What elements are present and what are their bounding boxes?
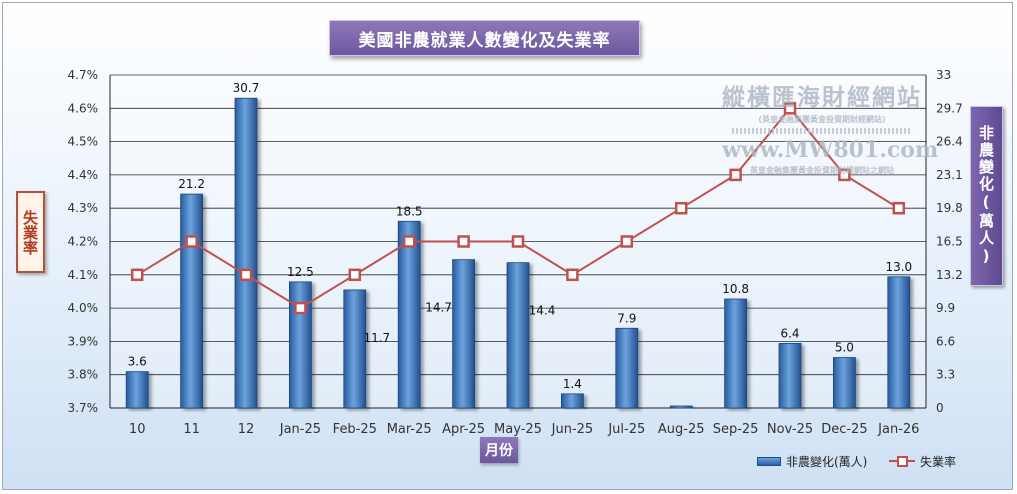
left-tick-label: 4.3% — [68, 201, 99, 215]
bar — [125, 371, 149, 409]
legend-item-bars: 非農變化(萬人) — [757, 453, 867, 469]
watermark-tagline-2: 英皇金融集團黃金投資期財經網站之網站 — [750, 166, 894, 175]
watermark-tagline-1: (英皇金融集團黃金投資期財經網站) — [758, 115, 886, 124]
x-tick-label: Feb-25 — [333, 422, 377, 437]
line-point — [294, 301, 307, 315]
watermark-url: www.MW801.com — [722, 137, 939, 163]
left-tick-label: 4.1% — [68, 268, 99, 282]
watermark-name: 縱橫匯海財經網站 — [722, 85, 922, 111]
bar-value-label: 14.4 — [529, 304, 556, 318]
left-tick-label: 3.7% — [68, 401, 99, 415]
right-tick-label: 16.5 — [936, 235, 963, 249]
left-axis-title: 失業率 — [16, 191, 45, 273]
x-tick-label: Nov-25 — [767, 422, 813, 437]
bar-value-label: 14.7 — [425, 301, 452, 315]
bar-value-label: 30.7 — [233, 81, 260, 95]
right-tick-label: 19.8 — [936, 201, 963, 215]
x-tick-label: 12 — [238, 422, 255, 437]
line-point — [838, 168, 851, 182]
line-point — [457, 235, 470, 248]
right-tick-label: 13.2 — [936, 268, 963, 282]
line-point — [674, 201, 688, 215]
watermark: 縱橫匯海財經網站 (英皇金融集團黃金投資期財經網站) www.MW801.com… — [722, 78, 939, 178]
bar-value-label: 10.8 — [722, 282, 749, 296]
line-point — [511, 235, 525, 248]
legend-line-swatch — [889, 455, 915, 467]
bar — [343, 289, 367, 409]
x-tick-label: Dec-25 — [821, 422, 867, 437]
line-point — [729, 168, 742, 182]
x-tick-label: Jun-25 — [551, 422, 594, 437]
left-tick-label: 4.4% — [68, 168, 99, 182]
x-tick-label: Mar-25 — [387, 422, 432, 437]
bar — [615, 327, 639, 409]
right-tick-label: 9.9 — [936, 301, 955, 315]
bar — [180, 193, 204, 409]
bar-value-label: 5.0 — [835, 341, 854, 355]
line-point — [566, 268, 579, 282]
bar — [234, 97, 258, 409]
bar — [506, 262, 530, 409]
x-tick-label: Apr-25 — [442, 422, 485, 437]
bar — [397, 220, 421, 409]
bar-value-label: 11.7 — [363, 331, 390, 345]
bar — [724, 298, 747, 409]
legend-bar-swatch — [757, 456, 781, 466]
left-tick-label: 4.6% — [68, 101, 99, 115]
line-point — [348, 268, 362, 282]
line-point — [239, 268, 253, 282]
bar — [778, 343, 802, 409]
bar — [833, 357, 856, 409]
x-tick-label: Jul-25 — [607, 422, 645, 437]
bar-value-label: 18.5 — [396, 204, 423, 218]
x-tick-label: Aug-25 — [658, 422, 705, 437]
bar-value-label: 21.2 — [178, 177, 205, 191]
bar-value-label: 13.0 — [885, 260, 912, 274]
line-point — [783, 102, 797, 115]
x-tick-label: 10 — [129, 422, 146, 437]
bar-value-label: 1.4 — [563, 377, 582, 391]
line-point — [402, 235, 416, 248]
bar-value-label: 12.5 — [287, 265, 314, 279]
chart-title: 美國非農就業人數變化及失業率 — [329, 20, 640, 56]
bar-value-label: 6.4 — [780, 326, 799, 340]
left-tick-label: 4.7% — [68, 68, 99, 82]
line-point — [185, 235, 198, 248]
legend-bar-label: 非農變化(萬人) — [786, 454, 868, 469]
x-axis-title: 月份 — [480, 437, 518, 463]
bar — [561, 393, 584, 409]
bar — [887, 276, 911, 409]
left-tick-label: 4.5% — [68, 135, 99, 149]
right-tick-label: 33 — [936, 68, 951, 82]
watermark-rule — [732, 128, 912, 134]
left-tick-label: 3.9% — [68, 334, 99, 348]
left-tick-label: 3.8% — [68, 368, 99, 382]
x-tick-label: 11 — [183, 422, 200, 437]
x-tick-label: May-25 — [494, 422, 542, 437]
legend-line-label: 失業率 — [920, 454, 957, 469]
right-tick-label: 6.6 — [936, 334, 955, 348]
bar — [669, 405, 693, 409]
left-tick-label: 4.2% — [68, 235, 99, 249]
right-tick-label: 29.7 — [936, 101, 963, 115]
right-tick-label: 26.4 — [936, 135, 963, 149]
x-tick-label: Sep-25 — [713, 422, 759, 437]
line-point — [620, 235, 634, 248]
right-axis-title: 非農變化(萬人) — [970, 106, 1003, 286]
right-tick-label: 0 — [936, 401, 944, 415]
x-tick-label: Jan-25 — [279, 422, 321, 437]
line-point — [892, 201, 906, 215]
bar-value-label: 3.6 — [128, 355, 147, 369]
x-tick-label: Jan-26 — [877, 422, 919, 437]
legend-item-line: 失業率 — [889, 453, 956, 469]
left-tick-label: 4.0% — [68, 301, 99, 315]
right-tick-label: 3.3 — [936, 368, 955, 382]
bar — [288, 281, 312, 409]
bar-value-label: 7.9 — [617, 311, 636, 325]
bar — [452, 259, 476, 409]
line-point — [130, 268, 144, 282]
right-tick-label: 23.1 — [936, 168, 963, 182]
